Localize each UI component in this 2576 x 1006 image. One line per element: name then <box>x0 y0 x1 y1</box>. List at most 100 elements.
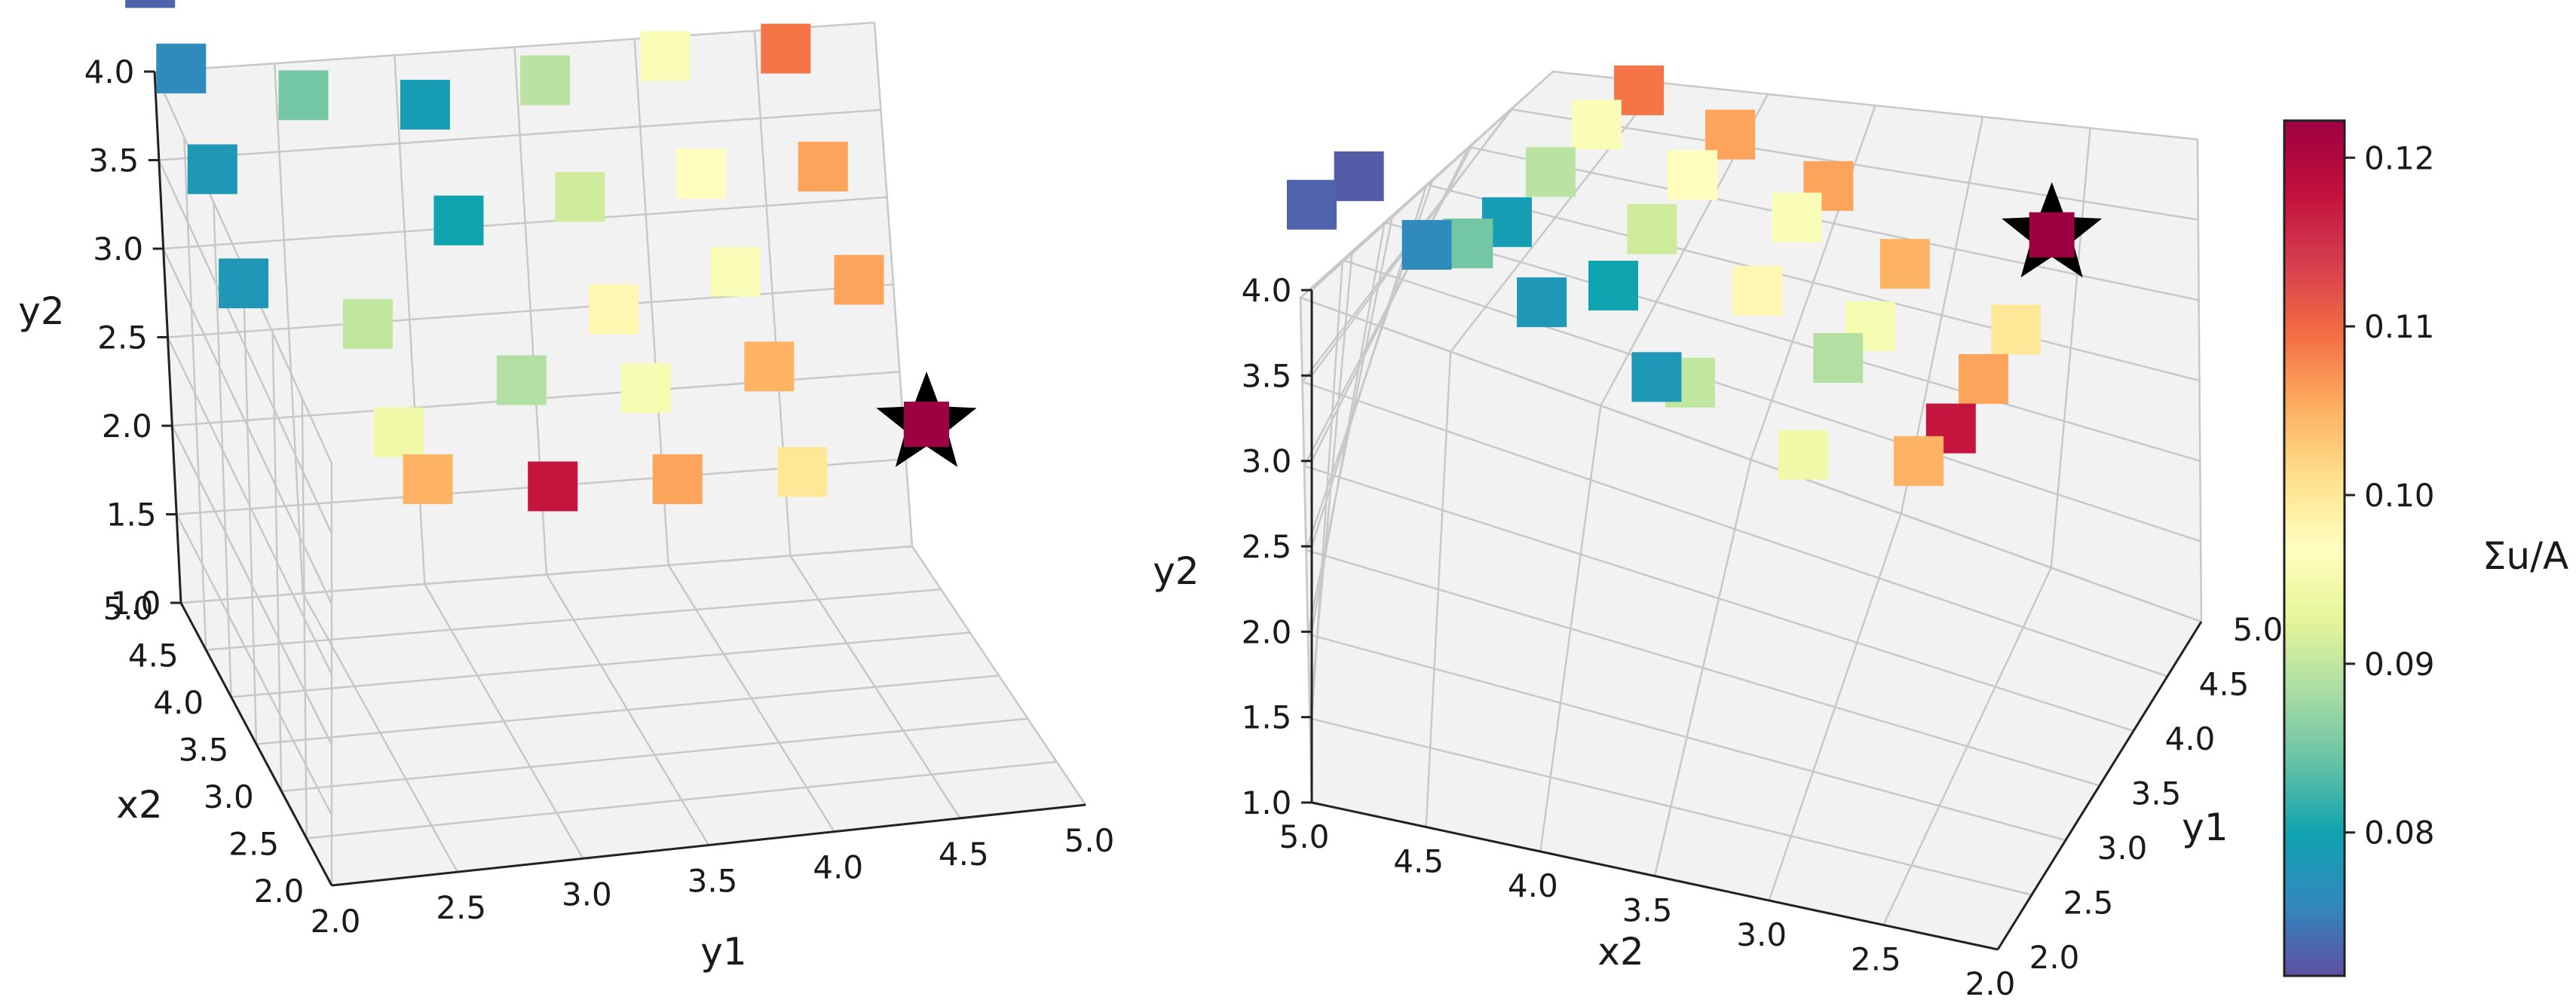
data-point-marker <box>777 447 828 497</box>
data-point-marker <box>156 43 207 93</box>
data-point-marker <box>373 407 424 457</box>
grid-line <box>206 588 942 651</box>
data-point-marker <box>589 284 639 335</box>
y1-tick-label: 2.5 <box>2063 885 2114 922</box>
grid-line <box>2196 139 2203 622</box>
data-point-marker <box>1334 151 1384 201</box>
colorbar-label: Σu/A <box>2483 534 2568 578</box>
best-point-marker <box>903 402 949 448</box>
data-point-marker <box>744 341 795 392</box>
grid-line <box>1302 381 2168 677</box>
data-point-marker <box>798 142 848 192</box>
data-point-marker <box>620 362 671 413</box>
x2-tick-label: 3.5 <box>1622 892 1673 929</box>
colorbar-tick-label: 0.10 <box>2364 477 2435 514</box>
colorbar-gradient <box>2283 119 2346 977</box>
grid-line <box>1311 71 1554 291</box>
data-point-marker <box>1631 352 1682 402</box>
grid-line <box>1300 296 2202 623</box>
y2-tick-label: 1.5 <box>1242 699 1292 736</box>
data-point-marker <box>1287 179 1337 230</box>
x2-tick-label: 3.5 <box>179 732 229 769</box>
x2-tick-label: 4.5 <box>1393 843 1444 880</box>
data-point-marker <box>1772 192 1822 243</box>
colorbar-tick-label: 0.09 <box>2364 646 2435 683</box>
y1-axis-label: y1 <box>2182 806 2228 849</box>
data-point-marker <box>403 454 453 504</box>
y1-tick-label: 2.5 <box>436 889 486 926</box>
colorbar-tick-label: 0.11 <box>2364 308 2435 345</box>
colorbar-tick-label: 0.12 <box>2364 139 2435 176</box>
data-point-marker <box>187 144 237 194</box>
y2-tick-label: 3.5 <box>1242 357 1292 394</box>
x2-tick-label: 2.5 <box>228 826 279 863</box>
data-point-marker <box>710 246 761 297</box>
data-point-marker <box>1958 353 2008 404</box>
data-point-marker <box>1732 265 1783 316</box>
y1-axis-line <box>1996 621 2203 950</box>
x2-tick-label: 4.5 <box>128 638 179 674</box>
x2-axis-label: x2 <box>116 783 162 827</box>
y2-tick-label: 4.0 <box>84 54 135 90</box>
y2-tick-label: 2.0 <box>102 408 152 445</box>
y2-axis-label: y2 <box>18 289 64 333</box>
data-point-marker <box>1879 239 1930 289</box>
y1-tick-label: 2.0 <box>2029 939 2080 976</box>
data-point-marker <box>1813 333 1864 383</box>
data-point-marker <box>1668 150 1717 200</box>
data-point-marker <box>219 258 269 309</box>
x2-axis-line <box>1311 801 1999 951</box>
y1-tick-label: 5.0 <box>1064 822 1115 859</box>
data-point-marker <box>1991 304 2042 355</box>
data-point-marker <box>125 0 176 8</box>
y1-tick-label: 4.0 <box>813 849 863 886</box>
y2-axis-label: y2 <box>1153 549 1199 593</box>
y1-tick-label: 2.0 <box>311 903 361 940</box>
data-point-marker <box>278 70 329 121</box>
data-point-marker <box>1401 219 1452 270</box>
x2-tick-label: 4.0 <box>1508 867 1558 904</box>
left-3d-panel: 2.0 2.5 3.0 3.5 4.0 4.5 5.0 y1 2.0 2.5 3.0 3.5 4.0 4.… <box>18 0 1114 974</box>
data-point-marker <box>1525 147 1576 197</box>
x2-tick-label: 3.0 <box>204 778 254 815</box>
colorbar-tick-label: 0.08 <box>2364 815 2435 852</box>
data-point-marker <box>342 298 393 349</box>
data-point-marker <box>555 172 605 222</box>
y1-tick-label: 5.0 <box>2233 611 2283 648</box>
y2-tick-label: 3.0 <box>93 231 143 268</box>
y1-tick-label: 3.0 <box>2097 830 2148 867</box>
data-point-marker <box>433 195 484 246</box>
y1-axis-line <box>331 803 1086 887</box>
data-point-marker <box>528 461 578 512</box>
best-point-marker <box>2029 212 2075 258</box>
y2-tick-label: 2.0 <box>1242 613 1292 650</box>
y2-tick-label: 1.5 <box>106 497 157 534</box>
y2-tick-label: 1.0 <box>1242 784 1292 821</box>
y2-tick-label: 1.0 <box>111 585 161 622</box>
data-point-marker <box>1627 204 1677 255</box>
data-point-marker <box>1588 261 1638 310</box>
x2-tick-label: 5.0 <box>1279 818 1330 855</box>
x2-axis-label: x2 <box>1597 930 1643 974</box>
x2-tick-label: 2.0 <box>254 873 305 910</box>
data-point-marker <box>761 23 811 74</box>
grid-line <box>1510 108 2199 221</box>
grid-line <box>158 109 881 161</box>
y1-tick-label: 3.0 <box>562 876 612 913</box>
y1-tick-label: 4.0 <box>2165 720 2216 757</box>
grid-line <box>180 545 913 604</box>
data-point-marker <box>640 31 691 81</box>
y2-tick-label: 3.0 <box>1242 443 1292 480</box>
data-point-marker <box>676 148 726 199</box>
y2-tick-label: 3.5 <box>88 142 139 179</box>
data-point-marker <box>834 255 884 305</box>
data-point-marker <box>1894 436 1944 486</box>
data-point-marker <box>520 55 571 105</box>
y1-tick-label: 3.5 <box>2131 775 2182 812</box>
x2-axis-line <box>179 602 333 886</box>
y2-tick-label: 2.5 <box>97 320 148 356</box>
data-point-marker <box>652 454 703 504</box>
y1-tick-label: 3.5 <box>688 863 738 900</box>
x2-tick-label: 5.0 <box>103 590 154 627</box>
